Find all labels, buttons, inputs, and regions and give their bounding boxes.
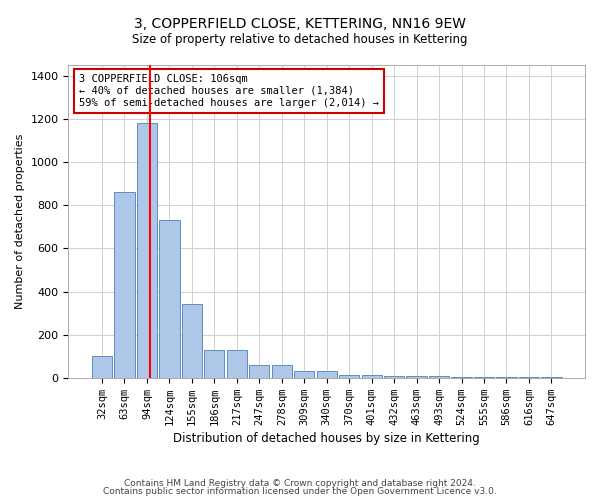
Text: Contains public sector information licensed under the Open Government Licence v3: Contains public sector information licen… (103, 487, 497, 496)
Text: Size of property relative to detached houses in Kettering: Size of property relative to detached ho… (132, 32, 468, 46)
Bar (429, 376, 449, 378)
Bar (204, 350, 224, 378)
Bar (227, 350, 247, 378)
Bar (92, 356, 112, 378)
Bar (496, 377, 517, 378)
Bar (384, 376, 404, 378)
Bar (294, 372, 314, 378)
Bar (406, 376, 427, 378)
X-axis label: Distribution of detached houses by size in Kettering: Distribution of detached houses by size … (173, 432, 480, 445)
Bar (362, 374, 382, 378)
Bar (182, 304, 202, 378)
Bar (115, 192, 134, 378)
Bar (137, 124, 157, 378)
Text: Contains HM Land Registry data © Crown copyright and database right 2024.: Contains HM Land Registry data © Crown c… (124, 478, 476, 488)
Text: 3 COPPERFIELD CLOSE: 106sqm
← 40% of detached houses are smaller (1,384)
59% of : 3 COPPERFIELD CLOSE: 106sqm ← 40% of det… (79, 74, 379, 108)
Bar (474, 377, 494, 378)
Bar (541, 377, 562, 378)
Bar (159, 220, 179, 378)
Bar (451, 377, 472, 378)
Bar (519, 377, 539, 378)
Bar (249, 365, 269, 378)
Text: 3, COPPERFIELD CLOSE, KETTERING, NN16 9EW: 3, COPPERFIELD CLOSE, KETTERING, NN16 9E… (134, 18, 466, 32)
Bar (272, 365, 292, 378)
Y-axis label: Number of detached properties: Number of detached properties (15, 134, 25, 309)
Bar (339, 374, 359, 378)
Bar (317, 372, 337, 378)
